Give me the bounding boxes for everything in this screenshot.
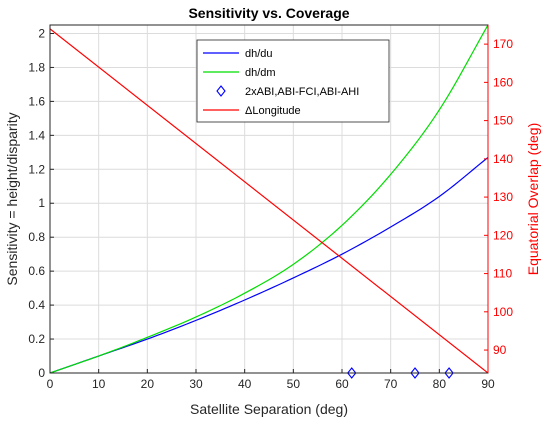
diamond-marker <box>444 367 454 379</box>
x-tick-label: 20 <box>141 377 155 391</box>
y2-tick-label: 100 <box>493 305 513 319</box>
y-tick-label: 0.6 <box>28 264 45 278</box>
series-line-1 <box>50 25 488 373</box>
y2-axis-label: Equatorial Overlap (deg) <box>525 123 541 276</box>
diamond-marker <box>410 367 420 379</box>
series-line-3 <box>50 28 488 373</box>
chart-title: Sensitivity vs. Coverage <box>188 5 349 21</box>
y2-tick-label: 170 <box>493 37 513 51</box>
y-tick-label: 1.6 <box>28 94 45 108</box>
y-tick-label: 0.4 <box>28 298 45 312</box>
x-tick-label: 30 <box>189 377 203 391</box>
y-tick-label: 1.2 <box>28 162 45 176</box>
x-tick-label: 90 <box>481 377 495 391</box>
legend-label: 2xABI,ABI-FCI,ABI-AHI <box>245 86 359 98</box>
diamond-marker <box>347 367 357 379</box>
legend-label: dh/du <box>245 48 273 60</box>
y2-tick-label: 160 <box>493 75 513 89</box>
legend: dh/du dh/dm 2xABI,ABI-FCI,ABI-AHI ΔLongitud… <box>196 39 390 123</box>
x-tick-label: 10 <box>92 377 106 391</box>
ticks-layer: 0 10 20 30 40 50 60 70 80 90 0 0.2 0.4 0.6 0.8 1 1.2 1.4 1… <box>28 25 513 391</box>
y-tick-label: 2 <box>38 26 45 40</box>
y-tick-label: 0.2 <box>28 332 45 346</box>
y2-tick-label: 120 <box>493 228 513 242</box>
x-tick-label: 0 <box>47 377 54 391</box>
x-tick-label: 80 <box>433 377 447 391</box>
y-tick-label: 1 <box>38 196 45 210</box>
legend-label: dh/dm <box>245 67 276 79</box>
y-tick-label: 0 <box>38 366 45 380</box>
series-line-0 <box>50 156 488 373</box>
x-tick-label: 70 <box>384 377 398 391</box>
y2-tick-label: 90 <box>493 343 507 357</box>
y-tick-label: 1.4 <box>28 128 45 142</box>
y2-tick-label: 130 <box>493 190 513 204</box>
x-tick-label: 60 <box>335 377 349 391</box>
y2-tick-label: 150 <box>493 114 513 128</box>
legend-box <box>196 39 390 123</box>
y-tick-label: 0.8 <box>28 230 45 244</box>
legend-swatch <box>216 85 226 97</box>
series-layer <box>50 25 488 379</box>
x-axis-label: Satellite Separation (deg) <box>190 401 348 417</box>
x-tick-label: 50 <box>287 377 301 391</box>
y2-tick-label: 110 <box>493 267 512 281</box>
y-axis-label: Sensitivity = height/disparity <box>4 112 20 285</box>
legend-label: ΔLongitude <box>245 105 301 117</box>
y2-tick-label: 140 <box>493 152 513 166</box>
x-tick-label: 40 <box>238 377 252 391</box>
y-tick-label: 1.8 <box>28 60 45 74</box>
